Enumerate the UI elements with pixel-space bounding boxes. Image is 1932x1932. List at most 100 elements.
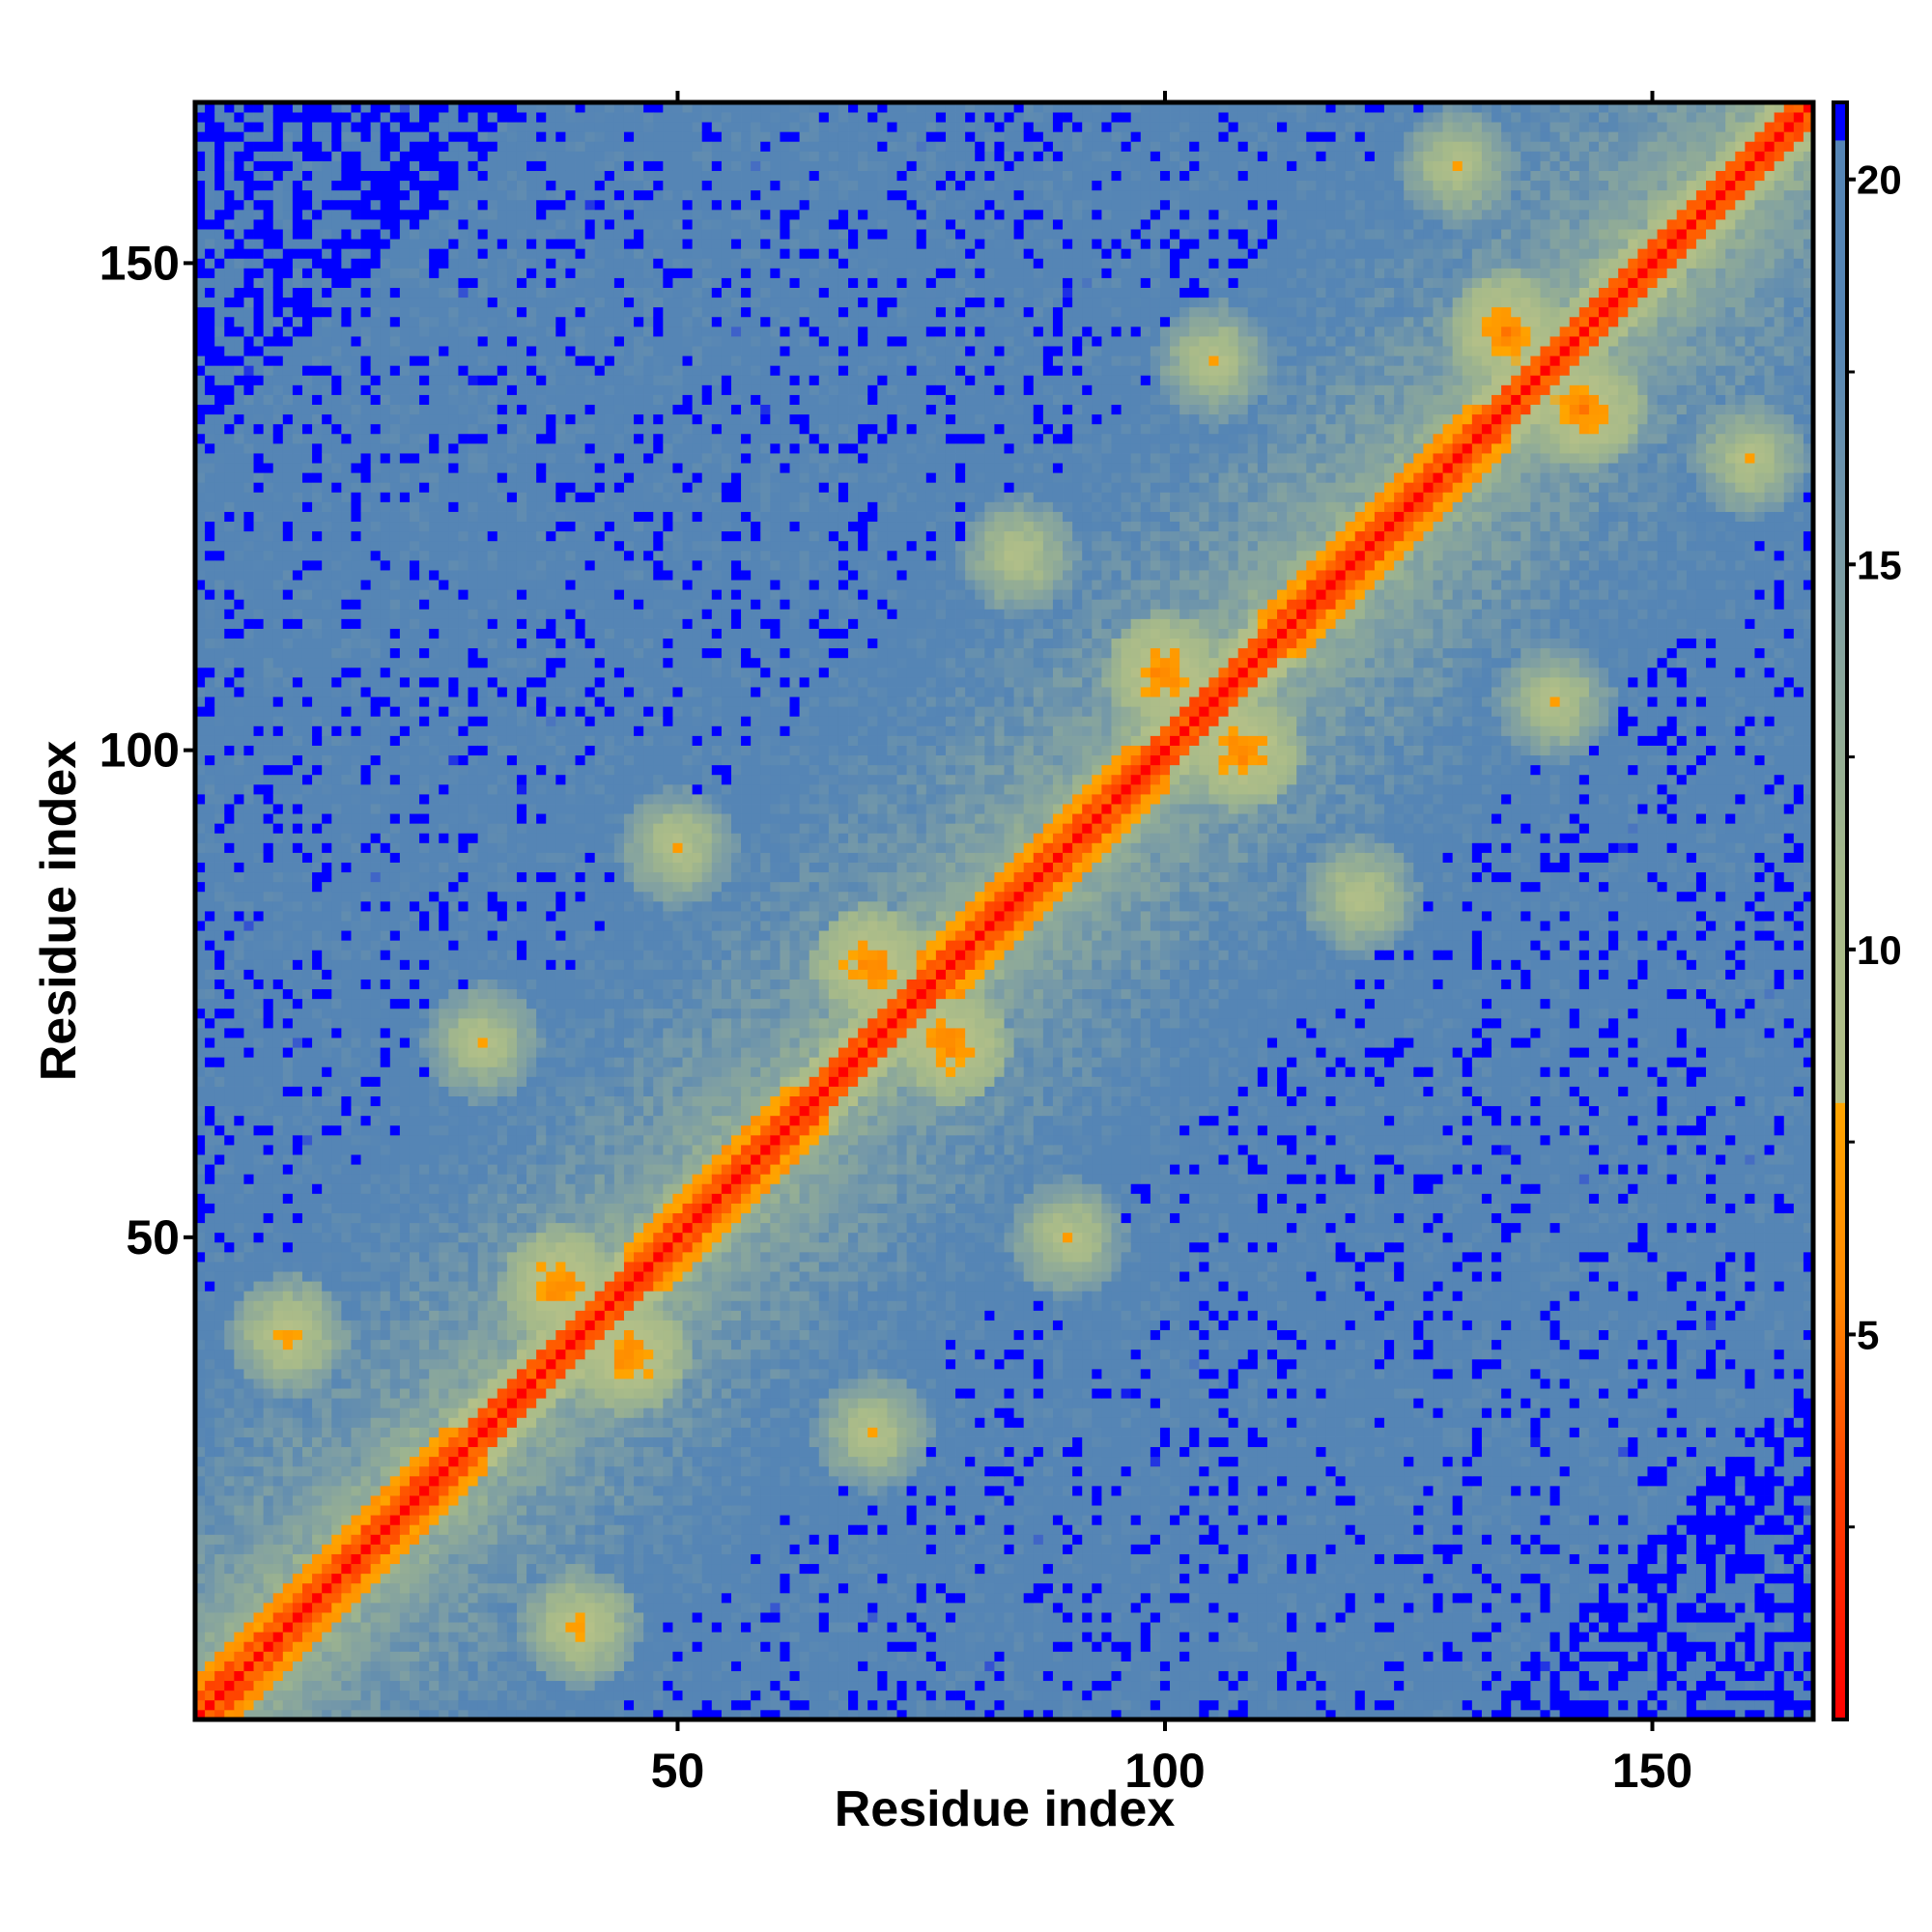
heatmap-cell <box>322 1134 332 1146</box>
heatmap-cell <box>263 638 274 649</box>
heatmap-cell <box>205 151 215 161</box>
heatmap-cell <box>955 1592 966 1604</box>
heatmap-cell <box>838 1699 849 1711</box>
heatmap-cell <box>292 463 303 473</box>
heatmap-cell <box>205 1095 215 1107</box>
heatmap-cell <box>331 463 342 473</box>
heatmap-cell <box>282 326 294 337</box>
heatmap-cell <box>818 1690 830 1701</box>
heatmap-cell <box>341 687 352 697</box>
heatmap-cell <box>468 1612 479 1623</box>
heatmap-cell <box>224 219 235 230</box>
heatmap-cell <box>243 1358 254 1370</box>
heatmap-cell <box>341 823 352 834</box>
heatmap-cell <box>1063 1690 1073 1701</box>
heatmap-cell <box>1111 1699 1122 1711</box>
heatmap-cell <box>292 783 303 795</box>
heatmap-cell <box>195 209 206 220</box>
heatmap-cell <box>1413 1582 1424 1594</box>
heatmap-cell <box>1530 1670 1541 1682</box>
heatmap-cell <box>195 199 206 211</box>
heatmap-cell <box>896 1632 907 1642</box>
heatmap-cell <box>322 170 332 182</box>
heatmap-cell <box>243 1154 254 1165</box>
heatmap-cell <box>205 735 215 746</box>
heatmap-cell <box>984 1690 995 1701</box>
heatmap-cell <box>312 384 323 395</box>
heatmap-cell <box>526 1709 537 1720</box>
heatmap-cell <box>292 492 303 502</box>
heatmap-cell <box>536 1680 547 1691</box>
heatmap-cell <box>234 921 244 931</box>
heatmap-cell <box>1666 1699 1678 1711</box>
heatmap-cell <box>818 1651 830 1662</box>
heatmap-cell <box>292 1271 303 1282</box>
heatmap-cell <box>682 1709 694 1720</box>
heatmap-cell <box>292 1212 303 1224</box>
heatmap-cell <box>1013 1632 1025 1642</box>
heatmap-cell <box>945 1651 956 1662</box>
heatmap-cell <box>243 482 254 493</box>
heatmap-cell <box>848 1582 859 1594</box>
heatmap-cell <box>896 1612 907 1623</box>
heatmap-cell <box>516 1690 527 1701</box>
heatmap-cell <box>312 940 323 951</box>
heatmap-cell <box>331 1699 342 1711</box>
heatmap-cell <box>312 170 323 182</box>
heatmap-cell <box>263 609 274 619</box>
heatmap-cell <box>234 570 244 581</box>
heatmap-cell <box>214 1134 225 1146</box>
heatmap-cell <box>1745 1709 1755 1720</box>
heatmap-cell <box>1111 1602 1122 1613</box>
heatmap-cell <box>1481 1690 1492 1701</box>
heatmap-cell <box>301 1709 313 1720</box>
heatmap-cell <box>1578 1602 1590 1613</box>
heatmap-cell <box>653 1612 664 1623</box>
heatmap-cell <box>195 676 206 688</box>
heatmap-cell <box>497 1582 508 1594</box>
heatmap-cell <box>292 1281 303 1292</box>
heatmap-cell <box>887 1632 897 1642</box>
heatmap-cell <box>1179 1602 1190 1613</box>
heatmap-cell <box>331 667 342 678</box>
heatmap-cell <box>312 930 323 941</box>
heatmap-cell <box>643 1592 654 1604</box>
heatmap-cell <box>1637 1699 1648 1711</box>
heatmap-cell <box>965 1582 976 1594</box>
heatmap-cell <box>906 1690 918 1701</box>
heatmap-cell <box>253 764 265 776</box>
heatmap-cell <box>312 1262 323 1272</box>
heatmap-cell <box>205 1690 215 1701</box>
heatmap-cell <box>234 482 244 493</box>
heatmap-cell <box>292 442 303 454</box>
heatmap-cell <box>224 1407 235 1418</box>
heatmap-cell <box>1325 1670 1336 1682</box>
heatmap-cell <box>341 1124 352 1136</box>
heatmap-cell <box>224 316 235 327</box>
heatmap-cell <box>214 1582 225 1594</box>
heatmap-cell <box>243 1329 254 1341</box>
heatmap-cell <box>272 141 284 152</box>
heatmap-cell <box>214 774 225 785</box>
heatmap-cell <box>195 1339 206 1350</box>
heatmap-cell <box>1647 1670 1658 1682</box>
heatmap-cell <box>1647 1612 1658 1623</box>
heatmap-cell <box>331 988 342 1000</box>
heatmap-cell <box>1277 1612 1288 1623</box>
heatmap-cell <box>292 979 303 990</box>
heatmap-cell <box>234 1641 244 1652</box>
heatmap-cell <box>292 365 303 376</box>
heatmap-cell <box>331 783 342 795</box>
heatmap-cell <box>322 754 332 766</box>
heatmap-cell <box>370 1690 382 1701</box>
heatmap-cell <box>195 1612 206 1623</box>
heatmap-cell <box>234 1115 244 1126</box>
heatmap-cell <box>877 1612 888 1623</box>
heatmap-cell <box>341 804 352 814</box>
heatmap-cell <box>1374 1612 1385 1623</box>
heatmap-cell <box>1452 1612 1463 1623</box>
heatmap-cell <box>292 1037 303 1048</box>
heatmap-cell <box>1492 1582 1502 1594</box>
heatmap-cell <box>322 1534 332 1545</box>
heatmap-cell <box>282 1670 294 1682</box>
